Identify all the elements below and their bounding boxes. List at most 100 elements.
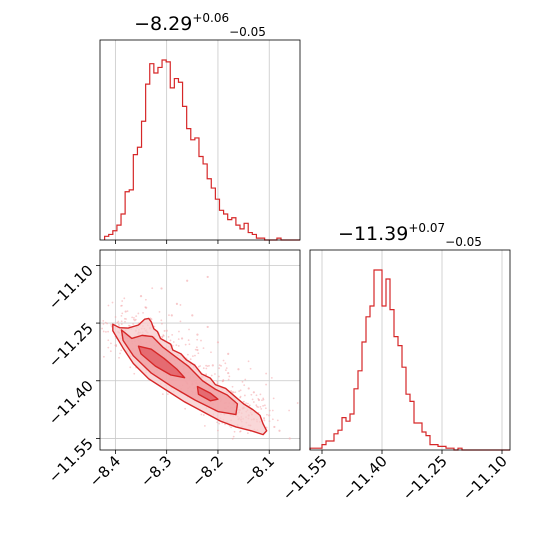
scatter-point — [225, 367, 228, 370]
scatter-point — [131, 316, 134, 319]
scatter-point — [255, 394, 258, 397]
scatter-point — [117, 320, 120, 323]
scatter-point — [189, 358, 192, 361]
scatter-point — [218, 364, 221, 367]
scatter-point — [175, 302, 179, 305]
scatter-point — [261, 399, 263, 402]
scatter-point — [123, 297, 126, 300]
scatter-point — [218, 422, 221, 425]
scatter-point — [111, 301, 114, 304]
scatter-point — [179, 320, 182, 323]
scatter-point — [160, 287, 163, 290]
scatter-point — [222, 379, 225, 381]
scatter-point — [110, 323, 113, 326]
scatter-point — [194, 348, 197, 351]
scatter-point — [259, 393, 262, 396]
scatter-point — [187, 339, 190, 342]
scatter-point — [211, 364, 214, 367]
joint-frame — [99, 249, 301, 451]
scatter-point — [104, 321, 107, 324]
scatter-point — [221, 380, 224, 383]
scatter-point — [268, 420, 271, 423]
scatter-point — [129, 366, 132, 369]
scatter-point — [199, 365, 202, 367]
scatter-point — [107, 304, 110, 307]
marginal-1-histogram — [104, 59, 300, 241]
scatter-point — [210, 351, 212, 354]
scatter-point — [125, 318, 127, 320]
scatter-point — [228, 375, 231, 378]
contour-inner-tail — [196, 385, 219, 402]
scatter-point — [107, 339, 110, 342]
scatter-point — [109, 350, 112, 353]
scatter-point — [170, 314, 173, 317]
scatter-point — [116, 321, 119, 324]
scatter-point — [117, 323, 120, 326]
scatter-point — [205, 367, 208, 370]
scatter-point — [222, 359, 225, 362]
scatter-point — [163, 330, 166, 332]
scatter-point — [245, 402, 247, 404]
scatter-point — [210, 374, 213, 377]
scatter-point — [231, 385, 234, 388]
scatter-point — [252, 401, 255, 403]
marginal-panel-2: −11.55 −11.40 −11.25 −11.10 −11.39+0.07−0.0… — [279, 221, 511, 504]
joint-x-tick-label: −8.3 — [137, 452, 175, 490]
scatter-point — [158, 310, 161, 313]
scatter-point — [184, 407, 187, 410]
joint-y-tick-label: −11.10 — [45, 261, 97, 313]
scatter-point — [197, 365, 200, 368]
scatter-point — [205, 373, 208, 376]
marginal-2-tick-label: −11.55 — [279, 452, 331, 504]
marginal-2-title-upper-error: +0.07 — [408, 221, 445, 235]
scatter-point — [244, 378, 247, 381]
marginal-1-title-upper-error: +0.06 — [192, 11, 229, 25]
scatter-point — [214, 373, 216, 375]
scatter-point — [188, 343, 191, 346]
scatter-point — [224, 362, 227, 365]
scatter-point — [230, 390, 232, 392]
scatter-point — [203, 425, 206, 427]
scatter-point — [208, 364, 210, 367]
scatter-point — [149, 317, 152, 320]
scatter-point — [114, 316, 117, 318]
joint-x-tick-label: −8.2 — [188, 452, 226, 490]
scatter-point — [142, 312, 144, 314]
scatter-point — [266, 413, 268, 416]
scatter-point — [180, 337, 184, 340]
scatter-point — [262, 397, 265, 400]
scatter-point — [257, 406, 260, 409]
scatter-point — [102, 355, 105, 358]
scatter-point — [255, 404, 258, 407]
scatter-point — [124, 320, 126, 323]
scatter-point — [265, 426, 268, 429]
scatter-point — [118, 356, 120, 359]
scatter-point — [224, 423, 226, 426]
scatter-point — [184, 343, 187, 346]
scatter-point — [239, 395, 242, 398]
scatter-point — [132, 323, 135, 325]
scatter-point — [263, 417, 266, 420]
scatter-point — [296, 402, 299, 404]
scatter-point — [224, 369, 227, 372]
scatter-point — [128, 324, 131, 327]
scatter-point — [206, 365, 209, 368]
scatter-point — [133, 316, 135, 319]
scatter-point — [239, 430, 242, 433]
scatter-point — [169, 339, 172, 342]
scatter-point — [177, 345, 180, 347]
scatter-point — [115, 345, 118, 348]
scatter-point — [268, 409, 271, 412]
scatter-point — [168, 314, 170, 317]
scatter-point — [202, 414, 205, 416]
marginal-2-x-ticks: −11.55 −11.40 −11.25 −11.10 — [279, 450, 511, 504]
joint-x-ticks: −8.4 −8.3 −8.2 −8.1 — [86, 450, 278, 491]
scatter-point — [202, 347, 205, 350]
scatter-point — [247, 360, 250, 363]
scatter-point — [241, 380, 244, 383]
scatter-point — [239, 389, 242, 392]
scatter-point — [216, 380, 219, 383]
scatter-point — [110, 342, 112, 345]
joint-y-tick-label: −11.40 — [45, 377, 97, 429]
scatter-point — [133, 372, 136, 375]
